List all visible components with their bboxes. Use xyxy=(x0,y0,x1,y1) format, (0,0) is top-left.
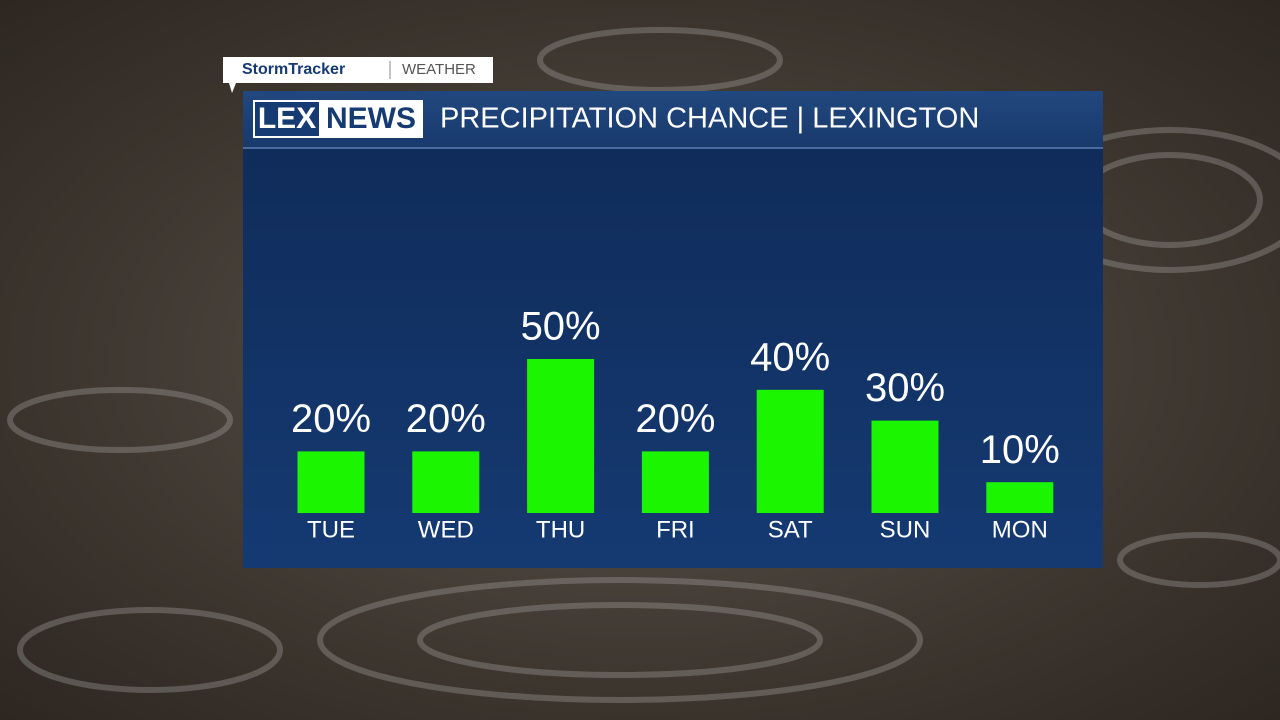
bar xyxy=(297,451,365,513)
bar xyxy=(641,451,709,513)
logo-right-box xyxy=(320,100,423,138)
logo-left: LEX xyxy=(258,102,316,135)
x-tick-label: WED xyxy=(418,516,474,543)
bar xyxy=(527,359,595,513)
section: WEATHER xyxy=(402,61,476,78)
value-label: 20% xyxy=(291,397,371,441)
value-label: 50% xyxy=(521,305,601,349)
value-label: 20% xyxy=(406,397,486,441)
value-label: 10% xyxy=(980,428,1060,472)
logo: LEX NEWS xyxy=(253,100,423,138)
chart-title: PRECIPITATION CHANCE | LEXINGTON xyxy=(440,103,979,135)
plot: 20% TUE 20% WED 50% THU 20% FRI 40% SAT 30% SUN 10% M… xyxy=(291,305,1060,544)
logo-right: NEWS xyxy=(326,102,416,135)
bar xyxy=(756,389,824,513)
value-label: 40% xyxy=(750,335,830,379)
brand: StormTracker xyxy=(242,61,345,78)
x-tick-label: MON xyxy=(992,516,1048,543)
value-label: 20% xyxy=(635,397,715,441)
value-label: 30% xyxy=(865,366,945,410)
x-tick-label: FRI xyxy=(656,516,695,543)
x-tick-label: SUN xyxy=(880,516,931,543)
x-tick-label: TUE xyxy=(307,516,355,543)
bar xyxy=(986,482,1054,513)
tag: StormTracker WEATHER xyxy=(223,57,493,93)
bar xyxy=(412,451,480,513)
tag-box xyxy=(223,57,493,93)
x-tick-label: THU xyxy=(536,516,585,543)
bar xyxy=(871,420,939,513)
x-tick-label: SAT xyxy=(768,516,813,543)
